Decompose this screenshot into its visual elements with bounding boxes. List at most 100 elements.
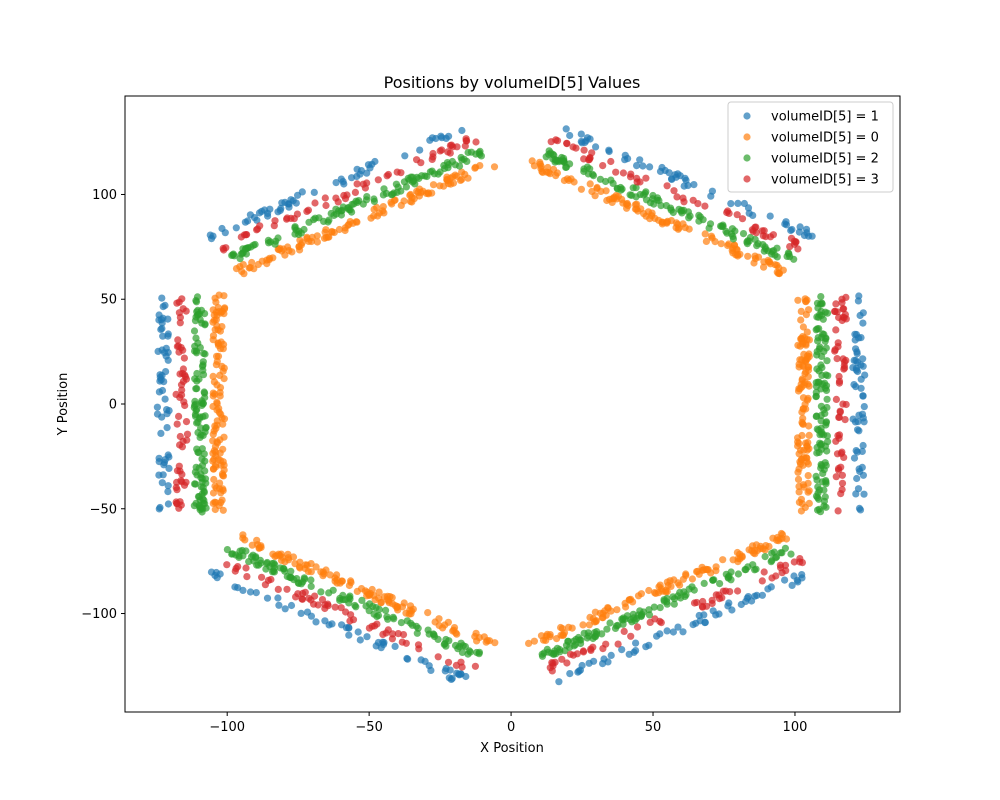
data-point xyxy=(786,253,794,261)
data-point xyxy=(312,618,320,626)
data-point xyxy=(685,585,693,593)
data-point xyxy=(157,429,165,437)
data-point xyxy=(842,400,850,409)
data-point xyxy=(243,573,251,581)
data-point xyxy=(734,587,742,595)
data-point xyxy=(451,641,460,650)
data-point xyxy=(291,223,299,231)
data-point xyxy=(642,188,650,196)
data-point xyxy=(375,588,383,596)
data-point xyxy=(852,356,860,365)
data-point xyxy=(363,179,371,187)
data-point xyxy=(538,650,546,658)
data-point xyxy=(679,194,687,202)
data-point xyxy=(371,596,379,604)
data-point xyxy=(751,592,759,600)
data-point xyxy=(239,261,247,269)
data-point xyxy=(307,576,315,584)
data-point xyxy=(573,650,581,658)
data-point xyxy=(212,424,220,433)
data-point xyxy=(607,157,615,166)
data-point xyxy=(213,439,221,447)
data-point xyxy=(795,488,803,496)
data-point xyxy=(823,447,831,455)
data-point xyxy=(464,148,472,157)
data-point xyxy=(794,475,803,483)
legend: volumeID[5] = 1 volumeID[5] = 0 volumeID[5… xyxy=(727,101,894,193)
data-point xyxy=(241,536,249,544)
data-point xyxy=(178,443,186,451)
data-point xyxy=(380,638,388,647)
data-point xyxy=(639,162,647,170)
data-point xyxy=(216,345,225,353)
data-point xyxy=(708,187,717,195)
data-point xyxy=(232,564,240,573)
data-point xyxy=(272,552,281,560)
data-point xyxy=(158,386,167,395)
data-point xyxy=(325,233,333,241)
data-point xyxy=(773,533,782,542)
data-point xyxy=(252,589,260,597)
data-point xyxy=(301,564,309,573)
data-point xyxy=(164,482,172,490)
x-tick-label: 0 xyxy=(507,720,515,735)
data-point xyxy=(744,237,752,245)
data-point xyxy=(562,125,570,133)
legend-marker xyxy=(743,133,751,141)
data-point xyxy=(156,503,164,512)
data-point xyxy=(719,221,727,229)
data-point xyxy=(177,381,186,389)
data-point xyxy=(275,601,283,609)
data-point xyxy=(579,648,588,656)
data-point xyxy=(803,454,811,462)
data-point xyxy=(183,430,192,438)
data-point xyxy=(312,563,320,571)
data-point xyxy=(701,202,709,210)
data-point xyxy=(160,349,169,357)
data-point xyxy=(246,588,255,596)
data-point xyxy=(212,463,220,471)
data-point xyxy=(537,162,545,170)
data-point xyxy=(625,650,633,658)
data-point xyxy=(804,438,812,447)
data-point xyxy=(795,363,803,371)
data-point xyxy=(255,544,263,552)
data-point xyxy=(266,238,274,246)
data-point xyxy=(274,234,282,242)
data-point xyxy=(409,173,417,181)
data-point xyxy=(283,585,291,593)
data-point xyxy=(317,588,325,596)
data-point xyxy=(176,370,184,378)
data-point xyxy=(705,224,713,232)
data-point xyxy=(219,487,227,495)
data-point xyxy=(434,635,442,644)
data-point xyxy=(453,630,461,638)
data-point xyxy=(781,576,789,584)
data-point xyxy=(800,381,808,389)
data-point xyxy=(162,368,170,376)
data-point xyxy=(795,385,803,393)
data-point xyxy=(748,226,757,234)
data-point xyxy=(850,381,858,389)
data-point xyxy=(218,224,226,233)
data-point xyxy=(210,447,218,455)
data-point xyxy=(801,370,809,378)
data-point xyxy=(264,576,272,585)
data-point xyxy=(733,211,741,219)
series-points xyxy=(209,157,814,648)
data-point xyxy=(741,566,749,574)
data-point xyxy=(724,602,732,610)
data-point xyxy=(471,662,479,670)
data-point xyxy=(279,565,287,573)
data-point xyxy=(176,498,184,506)
y-axis: −100 −50 0 50 100 xyxy=(81,188,125,622)
data-point xyxy=(840,365,848,373)
data-point xyxy=(281,605,289,613)
data-point xyxy=(235,553,243,562)
data-point xyxy=(646,163,654,171)
data-point xyxy=(447,675,455,684)
data-point xyxy=(738,215,747,223)
data-point xyxy=(592,143,600,151)
data-point xyxy=(760,568,768,576)
data-point xyxy=(380,185,388,193)
